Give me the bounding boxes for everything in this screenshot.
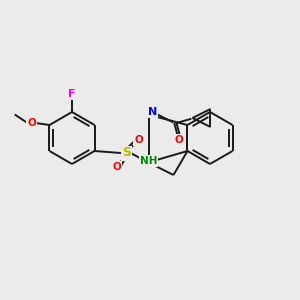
Text: O: O	[174, 135, 183, 145]
Text: NH: NH	[140, 156, 157, 166]
Text: F: F	[68, 89, 76, 99]
Text: S: S	[122, 146, 131, 160]
Text: N: N	[148, 107, 157, 117]
Text: O: O	[112, 162, 121, 172]
Text: O: O	[27, 118, 36, 128]
Text: O: O	[134, 135, 143, 145]
